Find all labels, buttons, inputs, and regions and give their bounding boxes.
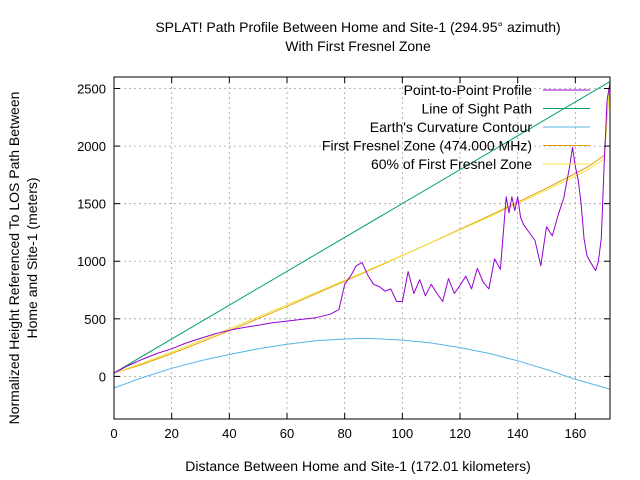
chart-title: SPLAT! Path Profile Between Home and Sit…: [155, 19, 560, 35]
legend-label: First Fresnel Zone (474.000 MHz): [322, 138, 532, 154]
y-axis-label-line1: Normalized Height Referenced To LOS Path…: [6, 92, 22, 425]
y-tick-label: 2500: [77, 82, 106, 97]
x-tick-label: 40: [222, 426, 236, 441]
x-tick-label: 60: [280, 426, 294, 441]
series-60-of-first-fresnel-zone: [113, 81, 611, 374]
y-tick-label: 0: [99, 369, 106, 384]
axis-ticks: 0 20 40 60 80 100 120 140 160 0 500 1000 1500 2000 250…: [77, 77, 610, 441]
x-tick-label: 20: [164, 426, 178, 441]
x-tick-label: 80: [337, 426, 351, 441]
y-tick-label: 1500: [77, 197, 106, 212]
x-axis-label: Distance Between Home and Site-1 (172.01…: [185, 458, 531, 474]
series-first-fresnel-zone-474-000-mhz: [113, 81, 611, 374]
grid-lines: [114, 77, 610, 419]
y-tick-label: 500: [84, 312, 106, 327]
legend: Point-to-Point Profile Line of Sight Path…: [322, 82, 590, 172]
y-tick-label: 2000: [77, 139, 106, 154]
legend-label: Line of Sight Path: [421, 101, 532, 117]
x-tick-label: 0: [110, 426, 117, 441]
x-tick-label: 160: [565, 426, 587, 441]
x-tick-label: 140: [507, 426, 529, 441]
x-tick-label: 100: [392, 426, 414, 441]
chart-subtitle: With First Fresnel Zone: [285, 38, 431, 54]
series-earth-s-curvature-contour: [113, 337, 611, 390]
legend-label: Earth's Curvature Contour: [370, 119, 533, 135]
x-tick-label: 120: [449, 426, 471, 441]
legend-label: Point-to-Point Profile: [404, 82, 533, 98]
series-layer: [113, 81, 611, 390]
legend-label: 60% of First Fresnel Zone: [371, 156, 532, 172]
y-axis-label-line2: Home and Site-1 (meters): [24, 177, 40, 338]
y-tick-label: 1000: [77, 254, 106, 269]
plot-frame: [113, 76, 611, 420]
series-line-of-sight-path: [113, 81, 611, 374]
